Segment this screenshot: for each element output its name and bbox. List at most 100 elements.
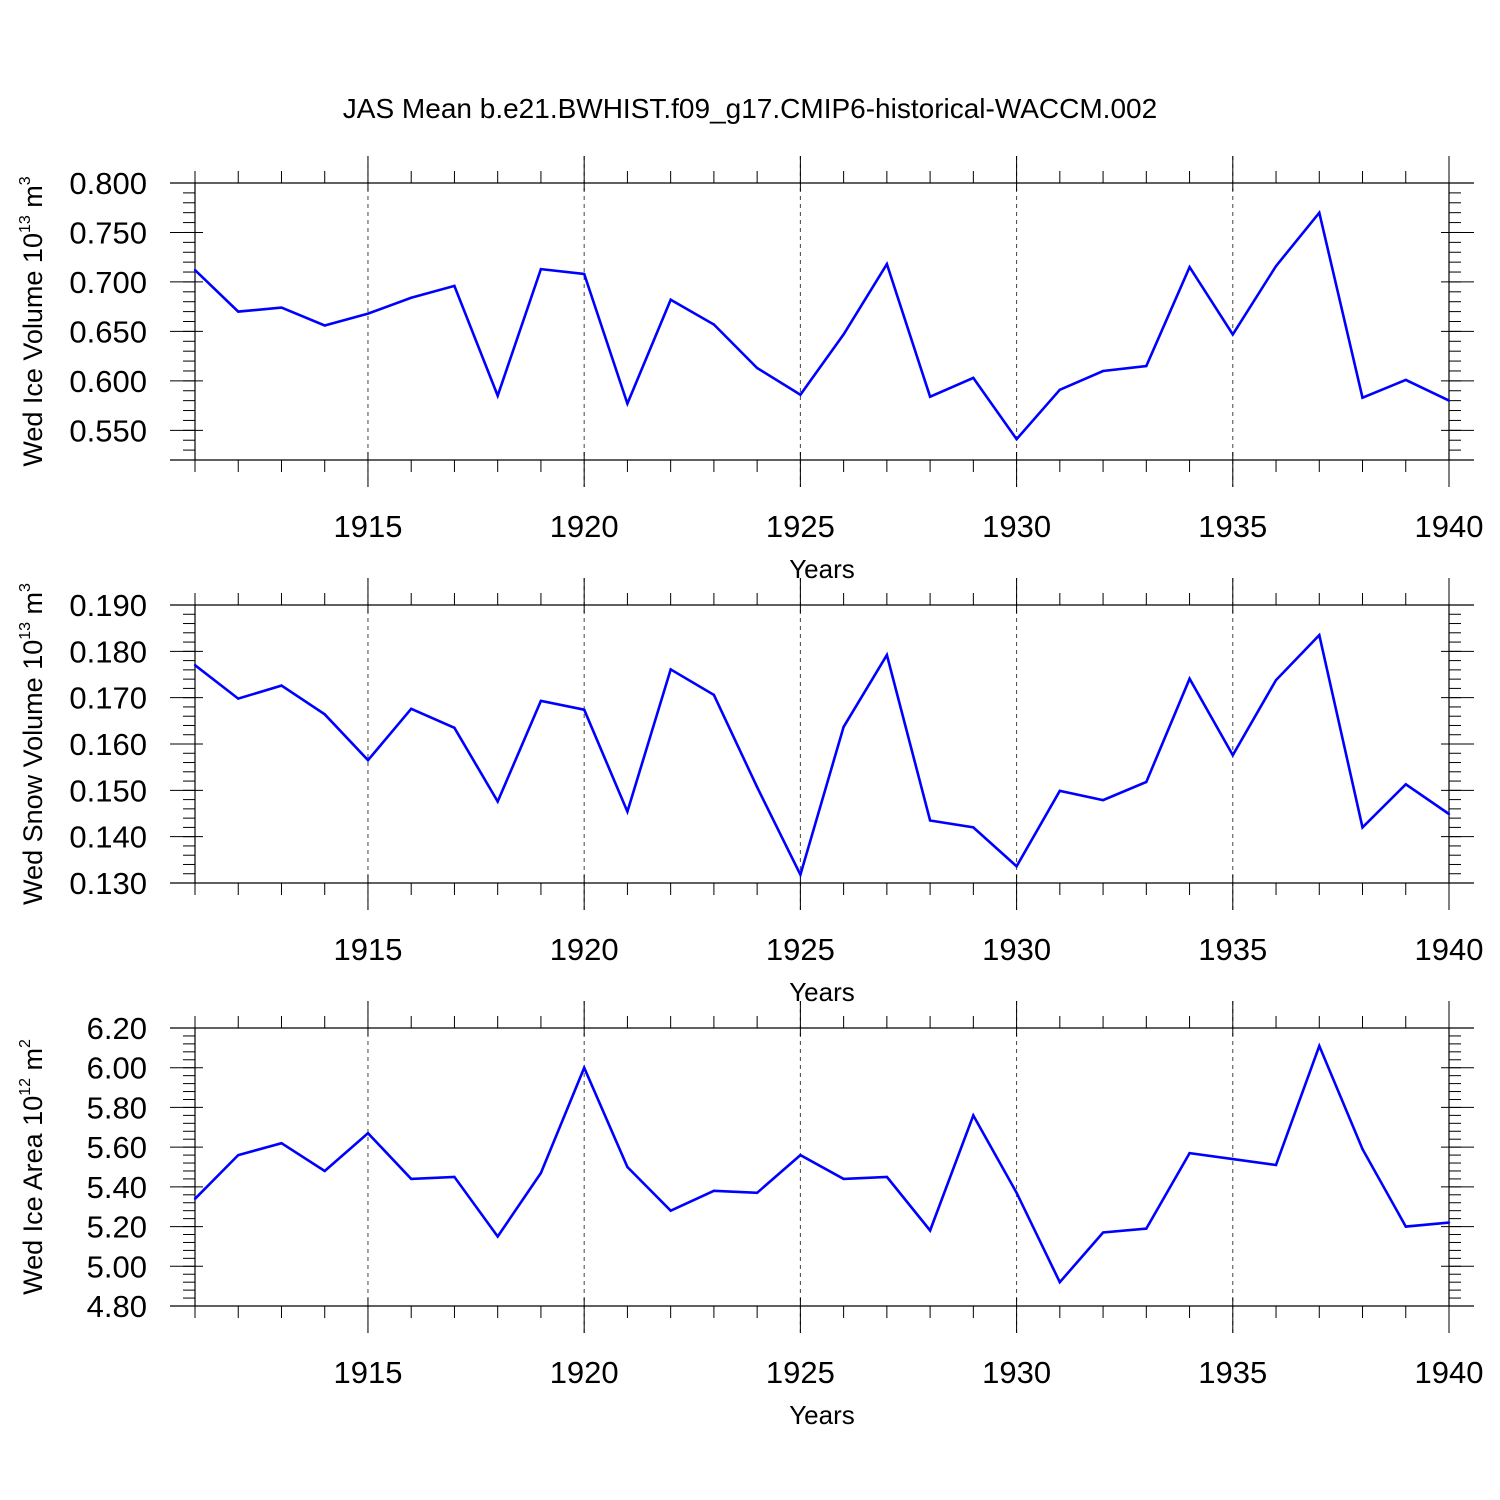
x-tick-label: 1935 [1198, 1355, 1267, 1390]
data-point [1274, 264, 1278, 268]
x-tick-label: 1935 [1198, 932, 1267, 967]
x-tick-label: 1915 [333, 1355, 402, 1390]
chart-panel-ice-area: 4.80 5.00 5.20 5.40 5.60 5.80 6.00 6.20 1915 1920… [17, 1001, 1483, 1430]
x-tick-label: 1940 [1415, 1355, 1484, 1390]
data-point [453, 726, 456, 729]
y-tick-label: 0.170 [69, 681, 147, 716]
data-point [193, 664, 197, 667]
series-line-ice-area [194, 1042, 1450, 1285]
data-point [1231, 753, 1234, 757]
data-point [1361, 826, 1364, 829]
data-point [1318, 633, 1321, 637]
data-point [1188, 1151, 1191, 1155]
data-point [366, 1132, 370, 1135]
data-point [280, 684, 283, 687]
x-tick-label: 1920 [550, 1355, 619, 1390]
data-point [410, 707, 413, 710]
data-point [582, 272, 586, 276]
x-tick-label: 1940 [1415, 509, 1484, 544]
data-point [237, 697, 240, 700]
data-point [1231, 1157, 1234, 1161]
data-point [1188, 677, 1191, 680]
x-tick-label: 1925 [766, 932, 835, 967]
y-tick-label: 0.150 [69, 773, 147, 808]
data-point [410, 296, 413, 299]
data-point [539, 1171, 543, 1175]
x-tick-label: 1940 [1415, 932, 1484, 967]
data-point [1015, 865, 1018, 868]
data-point [280, 1141, 283, 1145]
data-point [366, 312, 370, 315]
y-tick-label: 6.20 [87, 1011, 147, 1046]
data-point [1015, 1191, 1018, 1195]
y-tick-label: 0.550 [69, 413, 147, 448]
data-point [1404, 378, 1407, 382]
figure-title: JAS Mean b.e21.BWHIST.f09_g17.CMIP6-hist… [343, 93, 1157, 124]
y-axis-label: Wed Snow Volume 1013 m3 [17, 583, 48, 905]
data-point [1404, 783, 1407, 786]
data-point [496, 394, 499, 397]
y-tick-label: 0.160 [69, 727, 147, 762]
data-point [1361, 396, 1364, 399]
data-point [669, 668, 672, 671]
y-tick-label: 0.700 [69, 265, 147, 300]
y-tick-label: 0.140 [69, 820, 147, 855]
data-point [626, 1165, 629, 1169]
data-point [280, 306, 283, 309]
y-tick-label: 6.00 [87, 1051, 147, 1086]
data-point [453, 284, 456, 288]
data-point [582, 1066, 586, 1069]
y-tick-label: 0.750 [69, 215, 147, 250]
data-point [237, 310, 240, 313]
y-tick-label: 0.600 [69, 364, 147, 399]
data-point [1145, 780, 1148, 784]
x-tick-label: 1925 [766, 1355, 835, 1390]
data-point [1015, 438, 1018, 441]
x-tick-label: 1930 [982, 509, 1051, 544]
data-point [193, 1197, 197, 1200]
y-tick-label: 5.80 [87, 1090, 147, 1125]
y-axis-label: Wed Ice Area 1012 m2 [17, 1039, 48, 1295]
data-point [539, 699, 543, 703]
data-point [539, 267, 543, 271]
chart-panel-snow-volume: 0.130 0.140 0.150 0.160 0.170 0.180 0.190 1915 1… [17, 578, 1483, 1007]
data-point [496, 1235, 499, 1238]
data-point [799, 1153, 802, 1157]
data-point [496, 800, 499, 803]
data-point [237, 1153, 240, 1157]
x-tick-label: 1930 [982, 932, 1051, 967]
data-point [1101, 369, 1105, 373]
y-tick-label: 0.800 [69, 166, 147, 201]
x-axis-label: Years [789, 977, 855, 1007]
data-point [1447, 399, 1451, 402]
data-point [669, 1209, 672, 1212]
data-point [1058, 1280, 1062, 1284]
data-point [410, 1177, 413, 1181]
series-line-snow-volume [194, 632, 1450, 879]
data-point [928, 395, 932, 398]
x-axis-label: Years [789, 554, 855, 584]
data-point [755, 785, 759, 789]
data-point [972, 1114, 975, 1117]
data-point [842, 333, 845, 336]
data-point [842, 1177, 845, 1181]
data-point [1274, 1163, 1278, 1167]
y-tick-label: 0.650 [69, 314, 147, 349]
data-point [323, 713, 326, 716]
data-point [885, 653, 889, 657]
data-point [1058, 388, 1062, 391]
data-point [885, 262, 889, 266]
data-point [712, 1189, 716, 1193]
x-tick-label: 1920 [550, 932, 619, 967]
data-point [799, 873, 802, 876]
x-tick-label: 1925 [766, 509, 835, 544]
data-point [1404, 1225, 1407, 1228]
series-line-ice-volume [194, 209, 1450, 442]
y-tick-label: 0.180 [69, 634, 147, 669]
data-point [669, 298, 672, 301]
data-point [366, 759, 370, 762]
data-point [453, 1175, 456, 1179]
data-point [799, 393, 802, 396]
data-point [1145, 364, 1148, 368]
